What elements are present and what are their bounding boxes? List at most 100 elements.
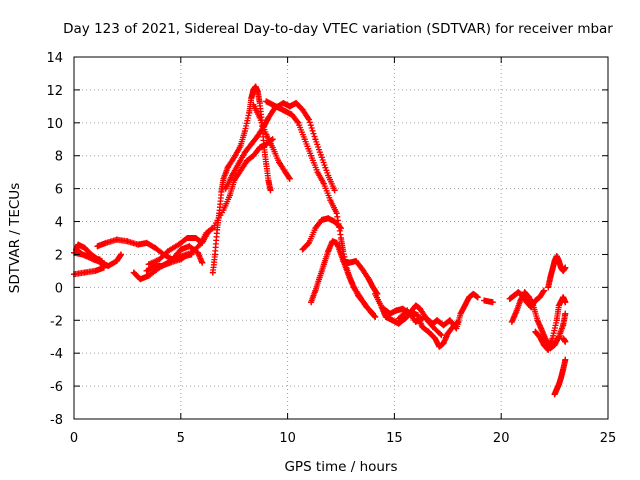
data-point (192, 235, 199, 241)
data-point (553, 386, 560, 393)
data-point (237, 167, 244, 174)
data-point (295, 119, 302, 126)
data-point (246, 109, 253, 116)
y-tick-label: -6 (50, 380, 63, 395)
data-point (545, 284, 552, 291)
x-tick-label: 0 (70, 431, 78, 446)
data-point (308, 299, 315, 306)
series-trace-12 (308, 238, 377, 317)
data-point (431, 335, 438, 342)
data-point (562, 310, 569, 317)
data-point (263, 98, 270, 105)
data-point (333, 239, 340, 246)
data-point (299, 246, 306, 253)
data-point (235, 160, 242, 167)
data-point (305, 239, 312, 246)
data-point (508, 318, 515, 325)
series-trace-21 (545, 253, 569, 291)
data-point (211, 251, 218, 258)
series-trace-11 (299, 215, 344, 253)
data-point (562, 264, 569, 271)
data-point (540, 341, 547, 348)
data-point (549, 266, 556, 273)
data-point (308, 152, 315, 159)
data-point (421, 313, 428, 320)
data-point (263, 131, 270, 138)
data-point (425, 328, 432, 335)
data-point (540, 287, 547, 294)
series-trace-23 (560, 335, 569, 345)
data-point (205, 228, 212, 235)
data-point (137, 276, 144, 283)
x-tick-label: 15 (386, 431, 403, 446)
data-point (293, 100, 300, 107)
data-point (318, 216, 325, 223)
data-point (549, 335, 556, 342)
data-point (286, 103, 293, 110)
data-point (562, 338, 569, 345)
y-tick-label: 0 (55, 281, 63, 296)
data-point (250, 86, 257, 93)
data-point (224, 164, 231, 171)
data-point (370, 284, 377, 291)
data-point (363, 304, 370, 311)
data-point (254, 132, 261, 139)
series-trace-16 (395, 307, 445, 339)
data-point (250, 101, 257, 108)
data-point (438, 332, 445, 339)
data-point (314, 169, 321, 176)
data-point (113, 258, 120, 265)
data-point (152, 244, 159, 251)
series-trace-5 (143, 251, 195, 274)
data-point (562, 356, 569, 363)
series-trace (340, 258, 381, 297)
data-point (553, 317, 560, 324)
data-point (244, 157, 251, 164)
data-point (156, 256, 163, 263)
y-tick-label: 10 (46, 117, 63, 132)
series-trace-6 (145, 228, 212, 268)
data-point (517, 297, 524, 304)
data-point (545, 346, 552, 353)
data-point (329, 238, 336, 245)
data-point (98, 259, 105, 266)
y-tick-label: 6 (55, 183, 63, 198)
data-point (444, 330, 451, 337)
data-point (393, 307, 400, 314)
data-point (558, 374, 565, 381)
data-point (143, 267, 150, 274)
series-trace-20 (532, 294, 569, 353)
y-tick-label: 12 (46, 84, 63, 99)
data-point (365, 276, 372, 283)
series-trace (481, 297, 496, 306)
data-point (158, 262, 165, 269)
data-point (280, 100, 287, 107)
series-trace (263, 98, 379, 320)
data-point (167, 259, 174, 266)
data-point (241, 128, 248, 135)
data-point (551, 391, 558, 398)
data-point (252, 83, 259, 90)
x-tick-label: 10 (279, 431, 296, 446)
data-point (117, 251, 124, 258)
data-point (282, 108, 289, 115)
data-point (325, 172, 332, 179)
data-point (186, 243, 193, 250)
data-point (177, 246, 184, 253)
data-point (489, 299, 496, 306)
data-point (350, 284, 357, 291)
data-point (105, 262, 112, 269)
data-point (340, 258, 347, 265)
data-point (331, 187, 338, 194)
data-point (389, 317, 396, 324)
data-point (124, 238, 131, 245)
data-point (327, 197, 334, 204)
data-point (532, 328, 539, 335)
x-tick-label: 5 (177, 431, 185, 446)
data-point (434, 317, 441, 324)
data-series (71, 83, 569, 398)
data-point (470, 290, 477, 297)
series-trace-10 (263, 98, 379, 320)
data-point (412, 318, 419, 325)
